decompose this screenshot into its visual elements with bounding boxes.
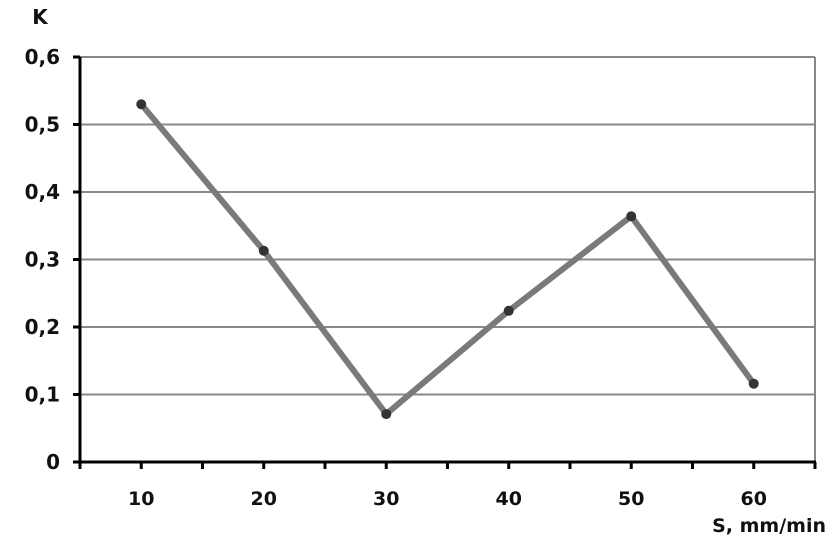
data-point — [503, 305, 514, 316]
series — [136, 99, 759, 420]
x-tick-labels: 10 20 30 40 50 60 — [128, 488, 767, 510]
y-tick-label: 0,6 — [25, 45, 60, 69]
data-point — [258, 245, 269, 256]
data-point — [136, 99, 147, 110]
series-line — [138, 102, 757, 418]
x-tick-label: 30 — [373, 488, 399, 510]
x-tick-label: 60 — [741, 488, 767, 510]
x-axis-label: S, mm/min — [712, 515, 826, 537]
data-point — [626, 211, 637, 222]
y-tick-label: 0,5 — [25, 113, 60, 137]
x-tick-label: 20 — [251, 488, 277, 510]
y-axis-label: K — [32, 5, 49, 29]
y-tick-label: 0,4 — [25, 180, 60, 204]
axes — [73, 55, 817, 469]
x-tick-label: 40 — [496, 488, 522, 510]
y-tick-label: 0,3 — [25, 248, 60, 272]
x-tick-label: 10 — [128, 488, 154, 510]
y-tick-label: 0 — [46, 450, 60, 474]
gridlines — [80, 56, 816, 462]
y-tick-label: 0,2 — [25, 315, 60, 339]
y-tick-label: 0,1 — [25, 383, 60, 407]
y-tick-labels: 0 0,1 0,2 0,3 0,4 0,5 0,6 — [25, 45, 60, 474]
data-point — [748, 378, 759, 389]
x-tick-label: 50 — [618, 488, 644, 510]
data-point — [381, 409, 392, 420]
